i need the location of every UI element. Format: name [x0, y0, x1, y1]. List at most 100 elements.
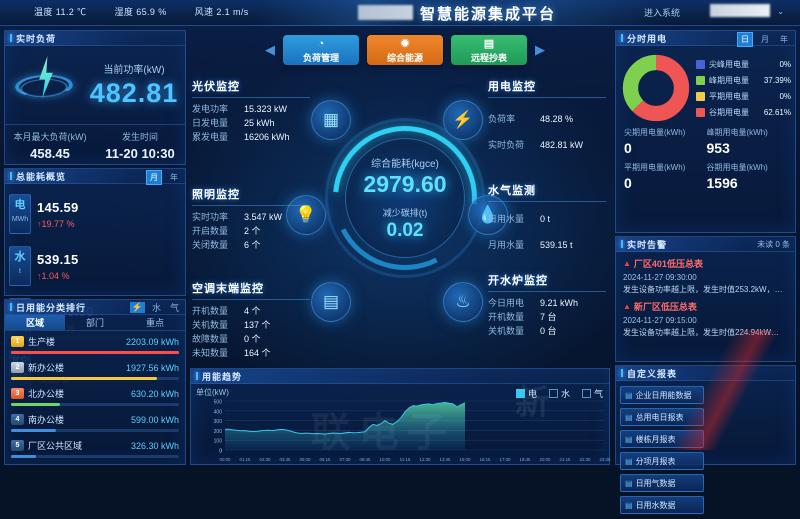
warning-icon: ▲	[623, 259, 631, 268]
document-icon: ▤	[625, 478, 633, 488]
panel-title: 分时用电	[627, 33, 668, 44]
module-value: 539.15 t	[540, 240, 573, 250]
nav-prev-arrow[interactable]: ◀	[265, 42, 275, 57]
module-key: 月用水量	[488, 240, 525, 250]
module-value: 6 个	[244, 240, 261, 250]
module-boiler-monitor: 开水炉监控 今日用电 9.21 kWh 开机数量 7 台 关机数量 0 台	[488, 272, 606, 338]
list-item[interactable]: 3 北办公楼 630.20 kWh	[11, 387, 179, 406]
energy-value: 539.15	[37, 251, 79, 267]
tab-year[interactable]: 年	[780, 35, 788, 44]
water-drop-icon[interactable]: 💧	[468, 195, 508, 235]
air-conditioner-icon[interactable]: ▤	[311, 282, 351, 322]
environment-readouts: 温度 11.2 ℃ 湿度 65.9 % 风速 2.1 m/s	[34, 5, 249, 18]
tab-month[interactable]: 月	[761, 35, 769, 44]
report-button-gas-daily[interactable]: ▤ 日用气数据	[620, 474, 704, 492]
nav-button-load-management[interactable]: ◔ 负荷管理	[283, 35, 359, 65]
module-key: 关闭数量	[192, 240, 229, 250]
lightbulb-icon[interactable]: 💡	[286, 195, 326, 235]
module-value: 16206 kWh	[244, 132, 290, 142]
list-item[interactable]: ▲ 新厂区低压总表 2024-11-27 09:15:00 发生设备功率越上限，发…	[616, 295, 795, 338]
list-item[interactable]: 5 厂区公共区域 326.30 kWh	[11, 439, 179, 458]
legend-swatch	[696, 92, 705, 101]
rank-medal-icon: 2	[11, 362, 24, 373]
nav-button-label: 综合能源	[386, 53, 423, 63]
warning-icon: ▲	[623, 302, 631, 311]
list-item[interactable]: 4 南办公楼 599.00 kWh	[11, 413, 179, 432]
legend-item: 谷期用电量 62.61%	[696, 107, 791, 118]
report-button-total-electric-daily[interactable]: ▤ 总用电日报表	[620, 408, 704, 426]
module-value: 0 台	[540, 326, 557, 336]
current-power-block: 当前功率(kW) 482.81	[83, 61, 181, 109]
accent-bar-icon	[621, 240, 623, 248]
document-icon: ▤	[625, 500, 633, 510]
report-button-enterprise-daily[interactable]: ▤ 企业日用能数据	[620, 386, 704, 404]
rank-progress	[11, 377, 179, 380]
module-key: 负荷率	[488, 114, 516, 124]
report-button-subitem-monthly[interactable]: ▤ 分项月报表	[620, 452, 704, 470]
accent-bar-icon	[621, 34, 623, 42]
nav-button-integrated-energy[interactable]: ✹ 综合能源	[367, 35, 443, 65]
alarm-name: 厂区401低压总表	[633, 259, 703, 269]
legend-item: 峰期用电量 37.39%	[696, 75, 791, 86]
page-title: 智慧能源集成平台	[420, 6, 557, 23]
svg-text:12:30: 12:30	[420, 457, 432, 462]
tab-type-electric[interactable]: ⚡	[129, 302, 145, 313]
panel-title: 总能耗概览	[16, 171, 67, 182]
rank-name: 北办公楼	[28, 389, 65, 399]
module-value: 0 t	[540, 214, 551, 224]
period-tabs: 月 年	[146, 170, 181, 185]
report-button-water-daily[interactable]: ▤ 日用水数据	[620, 496, 704, 514]
user-name[interactable]	[710, 4, 770, 17]
company-logo	[358, 5, 413, 20]
svg-text:17:30: 17:30	[500, 457, 512, 462]
accent-bar-icon	[196, 372, 198, 380]
tou-stat: 尖期用电量(kWh) 0	[624, 128, 686, 156]
chart-legend: 电 水 气	[515, 387, 603, 400]
tab-area[interactable]: 区域	[5, 315, 65, 330]
panel-header: 总能耗概览 月 年	[5, 169, 185, 185]
legend-gas[interactable]: 气	[581, 387, 603, 400]
svg-text:21:15: 21:15	[560, 457, 572, 462]
meter-icon: ▤	[483, 38, 495, 50]
nav-button-remote-meter[interactable]: ▤ 远程抄表	[451, 35, 527, 65]
rank-scope-tabs: 区域 部门 重点	[5, 315, 185, 331]
trend-chart-body: 单位(kW) 电 水 气 0 100 200 300 400 500 00:00 01:15 0…	[191, 384, 611, 464]
tab-type-gas[interactable]: 气	[169, 303, 179, 313]
document-icon: ▤	[625, 412, 633, 422]
list-item[interactable]: 2 新办公楼 1927.56 kWh	[11, 361, 179, 380]
panel-header: 实时告警 未读 0 条	[616, 237, 795, 252]
solar-panel-icon[interactable]: ▦	[311, 100, 351, 140]
tab-day[interactable]: 日	[737, 32, 753, 47]
nav-button-label: 远程抄表	[470, 53, 507, 63]
alarm-desc: 发生设备功率越上限，发生时值224.94kW…	[623, 328, 780, 337]
svg-text:07:30: 07:30	[340, 457, 352, 462]
tab-month[interactable]: 月	[146, 170, 162, 185]
arrow-up-icon: ↑	[37, 270, 42, 281]
list-item[interactable]: ▲ 厂区401低压总表 2024-11-27 09:30:00 发生设备功率越上限…	[616, 252, 795, 295]
tab-department[interactable]: 部门	[85, 318, 104, 328]
panel-title: 自定义报表	[627, 368, 678, 379]
legend-electric[interactable]: 电	[515, 387, 537, 400]
report-button-building-monthly[interactable]: ▤ 楼栋月报表	[620, 430, 704, 448]
module-key: 实时负荷	[488, 140, 525, 150]
tab-year[interactable]: 年	[170, 173, 178, 182]
enter-system-link[interactable]: 进入系统	[643, 8, 680, 18]
tab-key[interactable]: 重点	[145, 318, 164, 328]
energy-cell-water: 水 t 539.15 ↑1.04 %	[9, 242, 95, 290]
comprehensive-energy-gauge: 综合能耗(kgce) 2979.60 减少碳排(t) 0.02	[303, 96, 507, 300]
svg-text:400: 400	[214, 409, 223, 415]
legend-swatch	[581, 389, 591, 398]
list-item[interactable]: 1 生产楼 2203.09 kWh	[11, 335, 179, 354]
panel-title: 实时告警	[627, 239, 668, 250]
legend-water[interactable]: 水	[548, 387, 570, 400]
bolt-icon[interactable]: ⚡	[443, 100, 483, 140]
trend-chart-svg: 0 100 200 300 400 500 00:00 01:15 02:30 03:45 05:0…	[214, 400, 611, 463]
boiler-icon[interactable]: ♨	[443, 282, 483, 322]
module-key: 开启数量	[192, 226, 229, 236]
chevron-down-icon[interactable]: ⌄	[777, 7, 784, 16]
tab-type-water[interactable]: 水	[151, 303, 161, 313]
rank-progress	[11, 403, 179, 406]
svg-text:500: 500	[214, 400, 223, 406]
panel-title: 用能趋势	[202, 371, 243, 382]
nav-next-arrow[interactable]: ▶	[535, 42, 545, 57]
